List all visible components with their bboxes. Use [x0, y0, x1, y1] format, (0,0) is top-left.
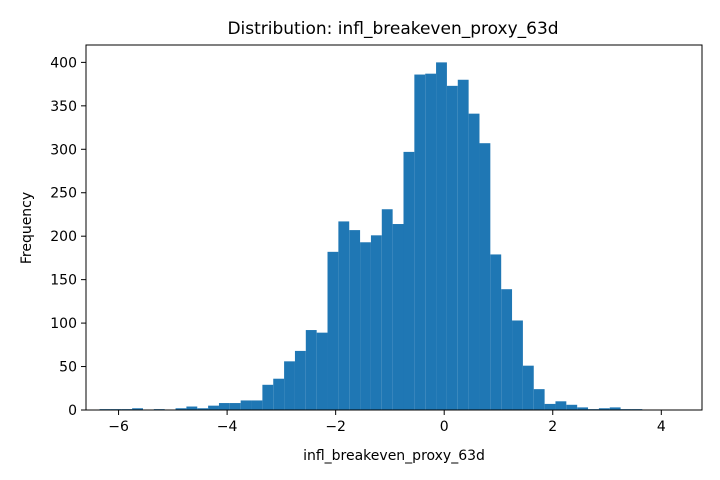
- histogram-bar: [446, 85, 458, 410]
- histogram-bar: [360, 242, 371, 410]
- histogram-bar: [305, 330, 317, 410]
- chart-title: Distribution: infl_breakeven_proxy_63d: [227, 19, 558, 39]
- histogram-bar: [186, 406, 198, 410]
- histogram-bar: [425, 73, 437, 410]
- histogram-bar: [577, 407, 589, 410]
- histogram-bar: [468, 113, 480, 411]
- histogram-bar: [132, 408, 143, 410]
- histogram-bar: [479, 143, 491, 410]
- histogram-bar: [316, 332, 328, 410]
- histogram-bar: [197, 408, 209, 410]
- x-axis: −6 −4 −2 0 2 4: [108, 410, 666, 435]
- histogram-bar: [208, 405, 219, 410]
- x-tick-label: −2: [325, 419, 346, 435]
- histogram-bar: [294, 350, 306, 410]
- histogram-bar: [381, 209, 393, 410]
- histogram-bar: [501, 289, 513, 410]
- histogram-bar: [555, 401, 567, 410]
- x-tick-label: −4: [217, 419, 238, 435]
- histogram-bar: [251, 400, 263, 410]
- histogram-bar: [598, 408, 610, 410]
- histogram-bar: [436, 62, 447, 410]
- histogram-bar: [349, 230, 361, 410]
- histogram-bar: [175, 408, 187, 410]
- y-axis-label: Frequency: [19, 192, 35, 264]
- y-tick-label: 350: [50, 99, 77, 115]
- histogram-bar: [273, 378, 285, 410]
- x-tick-label: 4: [657, 419, 666, 435]
- histogram-bar: [512, 320, 523, 410]
- histogram-bar: [566, 404, 578, 410]
- histogram-bar: [414, 74, 426, 411]
- histogram-bar: [392, 224, 404, 410]
- x-tick-label: 0: [440, 419, 449, 435]
- y-tick-label: 250: [50, 186, 77, 202]
- histogram-bar: [218, 403, 230, 410]
- y-tick-label: 50: [59, 360, 77, 376]
- histogram-bar: [522, 365, 534, 410]
- histogram-bar: [338, 221, 350, 410]
- y-tick-label: 300: [50, 142, 77, 158]
- bars-group: [99, 62, 643, 411]
- y-tick-label: 100: [50, 316, 77, 332]
- histogram-bar: [370, 235, 382, 410]
- x-axis-label: infl_breakeven_proxy_63d: [303, 448, 485, 464]
- plot-frame: [85, 44, 703, 411]
- histogram-bar: [533, 389, 545, 410]
- x-tick-label: −6: [108, 419, 129, 435]
- y-tick-label: 400: [50, 55, 77, 71]
- histogram-bar: [240, 400, 252, 410]
- y-axis: 0 50 100 150 200 250 300 350 400: [50, 55, 86, 419]
- histogram-bar: [457, 79, 469, 410]
- histogram-bar: [403, 151, 415, 410]
- histogram-bar: [327, 251, 339, 410]
- y-tick-label: 0: [68, 403, 77, 419]
- y-tick-label: 150: [50, 273, 77, 289]
- x-tick-label: 2: [548, 419, 557, 435]
- histogram-bar: [284, 361, 295, 410]
- histogram-bar: [262, 384, 274, 410]
- histogram-bar: [609, 407, 621, 410]
- histogram-bar: [229, 403, 241, 410]
- histogram-bar: [490, 254, 502, 410]
- y-tick-label: 200: [50, 229, 77, 245]
- histogram-bar: [544, 403, 556, 410]
